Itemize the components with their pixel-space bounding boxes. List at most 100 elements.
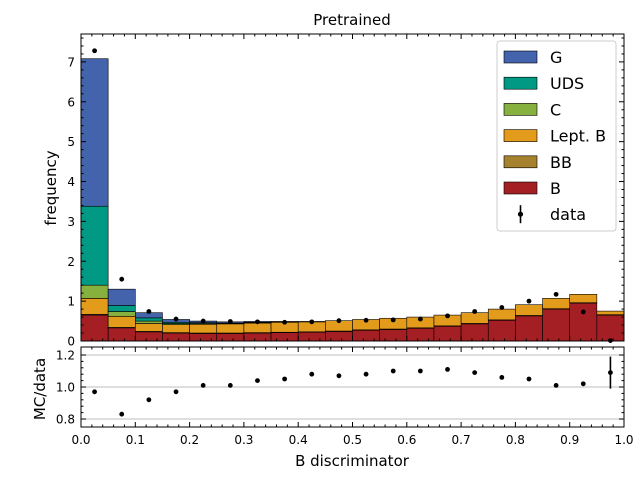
bar [216, 323, 245, 334]
series-b [80, 302, 625, 342]
y-axis-label-top: frequency [42, 150, 60, 225]
data-point [92, 48, 97, 54]
y-tick-label: 5 [67, 135, 75, 149]
ratio-point [608, 370, 613, 375]
x-tick-label: 0.0 [71, 433, 90, 447]
data-point [119, 276, 125, 282]
x-tick-label: 0.4 [289, 433, 308, 447]
bar [542, 308, 570, 342]
data-point [526, 298, 532, 304]
series-uds [80, 205, 299, 324]
x-tick-label: 0.1 [126, 433, 145, 447]
bar [189, 323, 218, 334]
bar [243, 322, 272, 333]
x-ticks: 0.0 0.1 0.2 0.3 0.4 0.5 0.6 0.7 0.8 0.9 1.0 [71, 34, 634, 447]
bar [325, 331, 353, 342]
y-ticks-top: 0 1 2 3 4 5 6 7 [67, 37, 624, 349]
ratio-point [526, 376, 532, 382]
bar [243, 332, 272, 342]
x-tick-label: 0.3 [234, 433, 253, 447]
ratio-point [472, 370, 478, 375]
bar [569, 294, 598, 304]
x-tick-label: 0.7 [452, 433, 471, 447]
y-tick-label: 1.2 [56, 349, 75, 363]
legend-label: data [550, 205, 586, 224]
y-tick-label: 0 [67, 335, 75, 349]
ratio-point [255, 378, 260, 383]
bar [596, 310, 625, 315]
ratio-point [309, 371, 315, 377]
legend-label: BB [550, 153, 572, 172]
bar [135, 331, 163, 342]
bar [135, 323, 163, 332]
y-tick-label: 0.8 [56, 413, 75, 427]
legend-label: G [550, 48, 562, 67]
bar [80, 205, 109, 286]
x-tick-label: 1.0 [614, 433, 633, 447]
bar [297, 331, 326, 342]
data-point [173, 316, 179, 322]
y-tick-label: 6 [67, 95, 75, 109]
series-g [80, 58, 326, 324]
ratio-point [580, 381, 586, 387]
bar [352, 329, 380, 342]
legend-entry: C [503, 100, 561, 119]
data-point [227, 319, 233, 324]
bar [596, 314, 625, 342]
ratio-point [200, 383, 206, 388]
x-tick-label: 0.8 [506, 433, 525, 447]
bar [80, 284, 109, 299]
bar [107, 315, 136, 328]
y-tick-label: 2 [67, 255, 75, 269]
legend-entry-data: data [517, 205, 586, 224]
data-point [499, 305, 505, 310]
ratio-point [553, 383, 559, 388]
bar [107, 327, 136, 342]
ratio-point [445, 367, 450, 372]
bar [379, 329, 408, 342]
bar [460, 312, 489, 324]
legend-label: C [550, 100, 561, 119]
bar [80, 58, 109, 207]
y-tick-label: 1.0 [56, 381, 75, 395]
bar [460, 323, 489, 342]
ratio-point [227, 383, 233, 388]
legend-swatch [503, 181, 538, 195]
data-point [282, 319, 288, 325]
ratio-point [119, 411, 125, 417]
y-ticks-bottom: 0.8 1.0 1.2 [56, 349, 624, 427]
y-axis-label-bottom: MC/data [31, 358, 49, 420]
series-lept-b [80, 294, 625, 334]
bar [80, 314, 109, 342]
bar [162, 332, 190, 342]
data-point [553, 291, 559, 297]
bar [406, 327, 435, 342]
bar [487, 308, 516, 321]
legend-swatch [503, 103, 538, 116]
data-point [200, 318, 206, 324]
bar [135, 317, 163, 322]
x-tick-label: 0.2 [180, 433, 199, 447]
bar [135, 320, 163, 324]
y-tick-label: 7 [67, 55, 75, 69]
bar [216, 333, 245, 342]
data-point [472, 309, 478, 314]
ratio-points [92, 356, 613, 417]
bar [107, 311, 136, 317]
data-point [445, 313, 450, 319]
ratio-point [282, 376, 288, 382]
x-tick-label: 0.5 [343, 433, 362, 447]
bottom-panel: 0.8 1.0 1.2 [56, 346, 625, 428]
bar [107, 305, 136, 312]
ratio-point [336, 373, 342, 379]
legend-swatch [503, 129, 538, 142]
bar [515, 315, 543, 342]
data-point [309, 319, 315, 325]
data-point [580, 309, 586, 315]
bar [162, 324, 190, 333]
bar [569, 302, 598, 342]
bar [270, 332, 299, 342]
legend-swatch [503, 50, 538, 64]
